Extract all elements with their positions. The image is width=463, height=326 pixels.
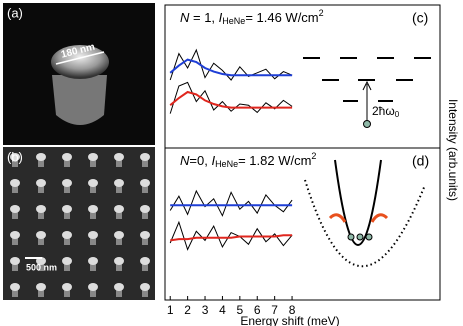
x-tick-label: 7 [271,303,278,317]
annotation-part: I [211,153,215,168]
panel-label: (a) [7,5,23,20]
annotation-part: N [180,153,190,168]
trace [169,189,293,217]
annotation-part: N [180,10,190,25]
x-tick-label: 2 [184,303,191,317]
panel-frame [164,147,441,301]
trace [169,90,293,109]
annotation-part: = 1.82 W/cm [238,153,311,168]
annotation: N = 1, IHeNe= 1.46 W/cm2 [180,8,324,26]
x-tick-label: 3 [202,303,209,317]
panel-label: (d) [412,153,429,169]
panel-label: (c) [412,10,428,26]
potential-diagram [304,159,426,268]
trace [169,58,293,77]
transition-label: 2ħω [372,104,395,118]
annotation-part: 2 [311,151,316,161]
particle [363,120,371,128]
x-tick-label: 5 [236,303,243,317]
transition-label: 2ħω0 [372,104,400,119]
y-axis-label: Intensity (arb.units) [446,99,460,201]
scale-label: 500 nm [26,262,57,272]
sem-image-b [3,147,155,300]
annotation: N=0, IHeNe= 1.82 W/cm2 [180,151,316,169]
annotation-part: =0, [189,153,211,168]
x-tick-label: 4 [219,303,226,317]
x-tick-label: 1 [167,303,174,317]
transition-sub: 0 [395,110,400,119]
annotation-part: 2 [319,8,324,18]
annotation-part: HeNe [215,159,238,169]
panel-label: (b) [7,149,23,164]
x-tick-label: 6 [254,303,261,317]
x-axis-label: Energy shift (meV) [240,314,339,326]
level-diagram [303,57,431,122]
panel-frame [164,4,441,149]
annotation-part: HeNe [222,16,245,26]
annotation-part: I [219,10,223,25]
sem-image-a: 180 nm (a) [3,3,155,145]
annotation-part: = 1.46 W/cm [245,10,318,25]
trace [169,81,293,114]
annotation-part: = 1, [189,10,218,25]
x-tick-label: 8 [289,303,296,317]
trace [170,234,293,242]
